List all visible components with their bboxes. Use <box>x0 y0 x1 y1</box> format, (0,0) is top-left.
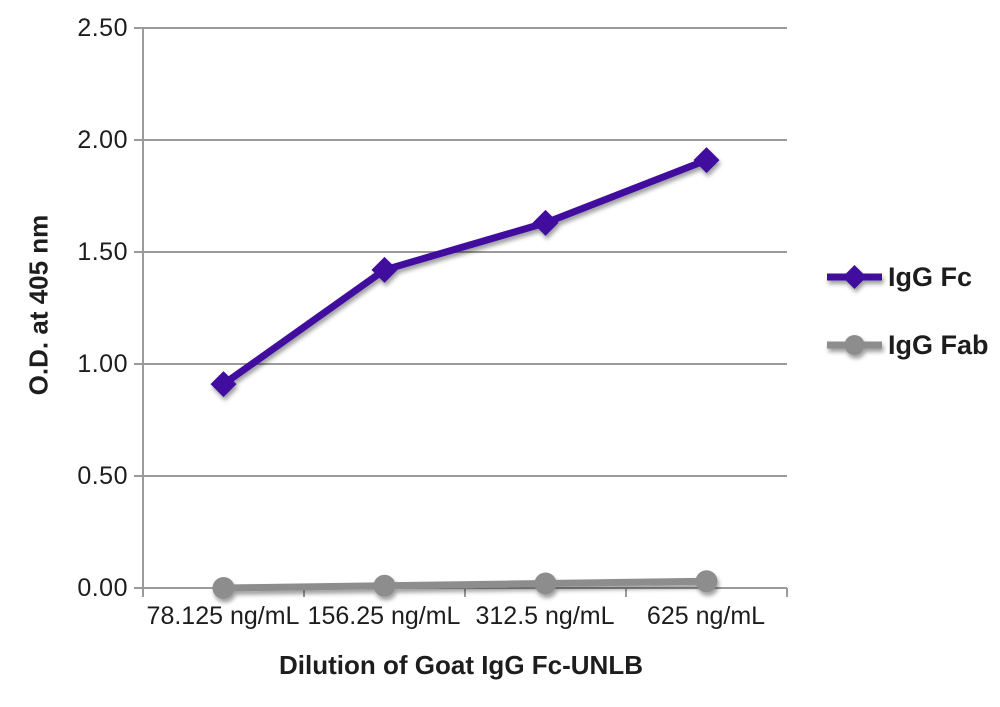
x-axis-title: Dilution of Goat IgG Fc-UNLB <box>279 650 643 680</box>
y-tick-label: 2.00 <box>77 126 128 154</box>
legend-swatch-igg-fab <box>827 335 882 355</box>
x-tick-label: 625 ng/mL <box>646 602 766 630</box>
series-igg-fc <box>210 147 720 398</box>
series-line <box>223 577 707 592</box>
x-tick-label: 312.5 ng/mL <box>475 602 615 630</box>
y-tick-label: 0.50 <box>77 462 128 490</box>
y-tick-label: 2.50 <box>77 14 128 42</box>
y-axis-title: O.D. at 405 nm <box>23 214 54 396</box>
legend-label-igg-fc: IgG Fc <box>888 262 973 292</box>
diamond-marker-icon <box>210 371 237 398</box>
x-tick-label: 78.125 ng/mL <box>146 602 300 630</box>
y-tick-label: 0.00 <box>77 574 128 602</box>
circle-marker-icon <box>212 577 235 599</box>
diamond-marker-icon <box>842 265 867 289</box>
diamond-marker-icon <box>693 147 720 174</box>
diamond-marker-icon <box>532 209 559 236</box>
diamond-marker-icon <box>371 256 398 283</box>
y-tick-label: 1.00 <box>77 350 128 378</box>
y-tick-label: 1.50 <box>77 238 128 266</box>
series-line <box>221 156 708 388</box>
series-igg-fab <box>212 570 718 599</box>
circle-marker-icon <box>373 574 396 597</box>
circle-marker-icon <box>695 570 718 593</box>
circle-marker-icon <box>534 572 557 595</box>
x-tick-label: 156.25 ng/mL <box>307 602 461 630</box>
legend-label-igg-fab: IgG Fab <box>888 330 989 360</box>
legend-swatch-igg-fc <box>827 265 882 289</box>
circle-marker-icon <box>844 335 865 355</box>
